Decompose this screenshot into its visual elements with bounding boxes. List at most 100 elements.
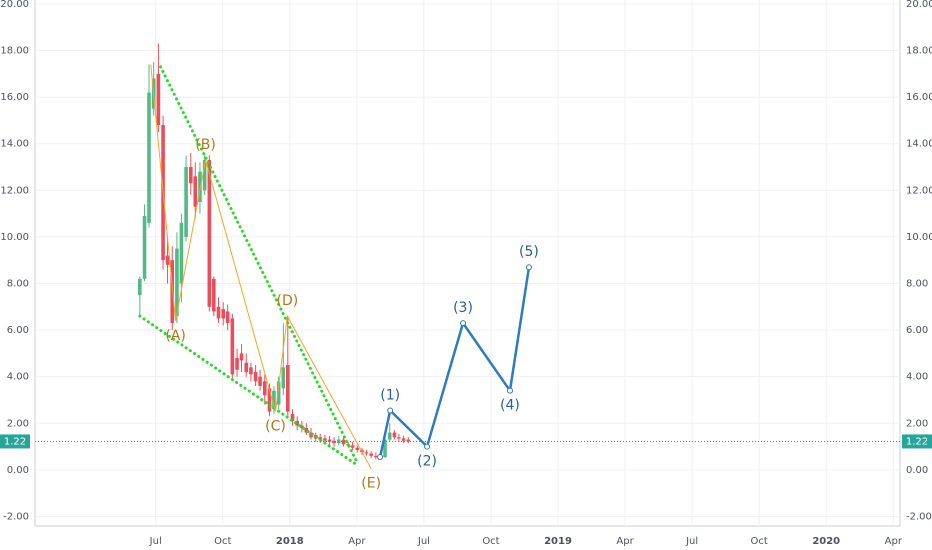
- candle-body: [202, 160, 207, 191]
- price-badge: [0, 434, 30, 449]
- drawing-wave: [378, 267, 531, 458]
- y-tick-label-right: 0.00: [906, 465, 928, 476]
- drawing-solid: [150, 64, 372, 469]
- candle-body: [249, 367, 253, 375]
- y-tick-label: 18.00: [0, 46, 29, 57]
- y-tick-label: 14.00: [0, 139, 29, 150]
- candle-body: [216, 306, 221, 319]
- candle-body: [401, 438, 406, 441]
- candle-body: [369, 453, 373, 456]
- candle-body: [392, 432, 397, 438]
- candle-body: [364, 452, 369, 454]
- x-tick-label: 2019: [544, 536, 572, 547]
- price-label-right: 1.22: [906, 436, 928, 447]
- candle-body: [207, 160, 212, 307]
- x-tick-label: Oct: [482, 536, 499, 547]
- candle-body: [355, 447, 360, 451]
- candle-body: [230, 318, 235, 375]
- y-tick-label-right: 6.00: [906, 325, 928, 336]
- wave-label: (2): [417, 454, 437, 470]
- y-tick-label-right: 2.00: [906, 418, 928, 429]
- drawing-dotted: [159, 65, 359, 465]
- candle-body: [179, 222, 184, 284]
- y-tick-label-right: 4.00: [906, 372, 928, 383]
- wave-point: [387, 407, 394, 414]
- x-tick-label: Jul: [417, 536, 430, 547]
- candle-body: [341, 439, 346, 445]
- candle-body: [285, 365, 290, 412]
- wave-label: (D): [276, 293, 298, 309]
- y-tick-label: 8.00: [7, 278, 29, 289]
- wave-label: (C): [265, 419, 286, 435]
- candle-body: [156, 73, 161, 126]
- candle-body: [290, 413, 295, 421]
- y-tick-label-right: 14.00: [906, 139, 932, 150]
- y-tick-label-right: -2.00: [906, 511, 932, 522]
- y-tick-label: 10.00: [0, 232, 29, 243]
- candle-body: [276, 381, 281, 405]
- candle-body: [147, 92, 151, 223]
- y-tick-label: 4.00: [7, 372, 29, 383]
- y-tick-label-right: 8.00: [906, 278, 928, 289]
- wave-point: [424, 443, 431, 450]
- wave-point: [460, 320, 467, 327]
- candle-body: [235, 358, 239, 370]
- wave-label: (3): [453, 300, 473, 316]
- candle-body: [221, 309, 225, 319]
- y-tick-label-right: 18.00: [906, 46, 932, 57]
- y-tick-label: 6.00: [7, 325, 29, 336]
- wave-point: [506, 387, 513, 394]
- candle-body: [323, 438, 327, 441]
- wave-point: [377, 454, 384, 461]
- candle-body: [193, 176, 198, 207]
- wave-label: (1): [380, 387, 400, 403]
- y-tick-label: 16.00: [0, 92, 29, 103]
- candle-body: [175, 248, 179, 317]
- candle-body: [304, 427, 309, 433]
- wave-point: [525, 264, 532, 271]
- candle-body: [350, 445, 355, 448]
- x-tick-label: Oct: [751, 536, 768, 547]
- y-tick-label: 20.00: [0, 0, 29, 10]
- x-tick-label: 2020: [812, 536, 840, 547]
- candle-body: [272, 390, 276, 410]
- x-tick-label: Apr: [885, 536, 903, 547]
- candle-body: [387, 432, 392, 440]
- x-tick-label: Jul: [685, 536, 698, 547]
- x-tick-label: Apr: [616, 536, 634, 547]
- candle-body: [253, 372, 258, 382]
- wave-label: (A): [165, 328, 186, 344]
- wave-label: (E): [361, 476, 381, 492]
- candle-body: [170, 260, 175, 324]
- candle-body: [184, 167, 188, 237]
- drawing-dotted: [138, 314, 359, 467]
- wave-label: (B): [195, 137, 216, 153]
- y-tick-label: 0.00: [7, 465, 29, 476]
- candle-body: [397, 437, 401, 439]
- price-badge-right: [902, 434, 932, 449]
- candle-body: [327, 439, 332, 442]
- y-tick-label-right: 12.00: [906, 185, 932, 196]
- x-tick-label: 2018: [276, 536, 304, 547]
- y-tick-label: -2.00: [3, 511, 29, 522]
- candle-body: [406, 439, 411, 442]
- x-tick-label: Jul: [149, 536, 162, 547]
- candle-body: [244, 362, 249, 373]
- candle-body: [138, 278, 142, 296]
- candle-body: [258, 376, 262, 386]
- candle-body: [239, 353, 244, 361]
- candle-body: [267, 388, 272, 412]
- candle-body: [262, 381, 267, 396]
- y-tick-label-right: 10.00: [906, 232, 932, 243]
- candle-body: [332, 440, 336, 444]
- candle-body: [281, 367, 286, 389]
- candle-body: [374, 455, 378, 458]
- y-tick-label: 12.00: [0, 185, 29, 196]
- wave-label: (4): [500, 398, 520, 414]
- candle-body: [225, 311, 230, 324]
- candle-body: [300, 425, 304, 428]
- y-tick-label-right: 16.00: [906, 92, 932, 103]
- x-tick-label: Apr: [348, 536, 366, 547]
